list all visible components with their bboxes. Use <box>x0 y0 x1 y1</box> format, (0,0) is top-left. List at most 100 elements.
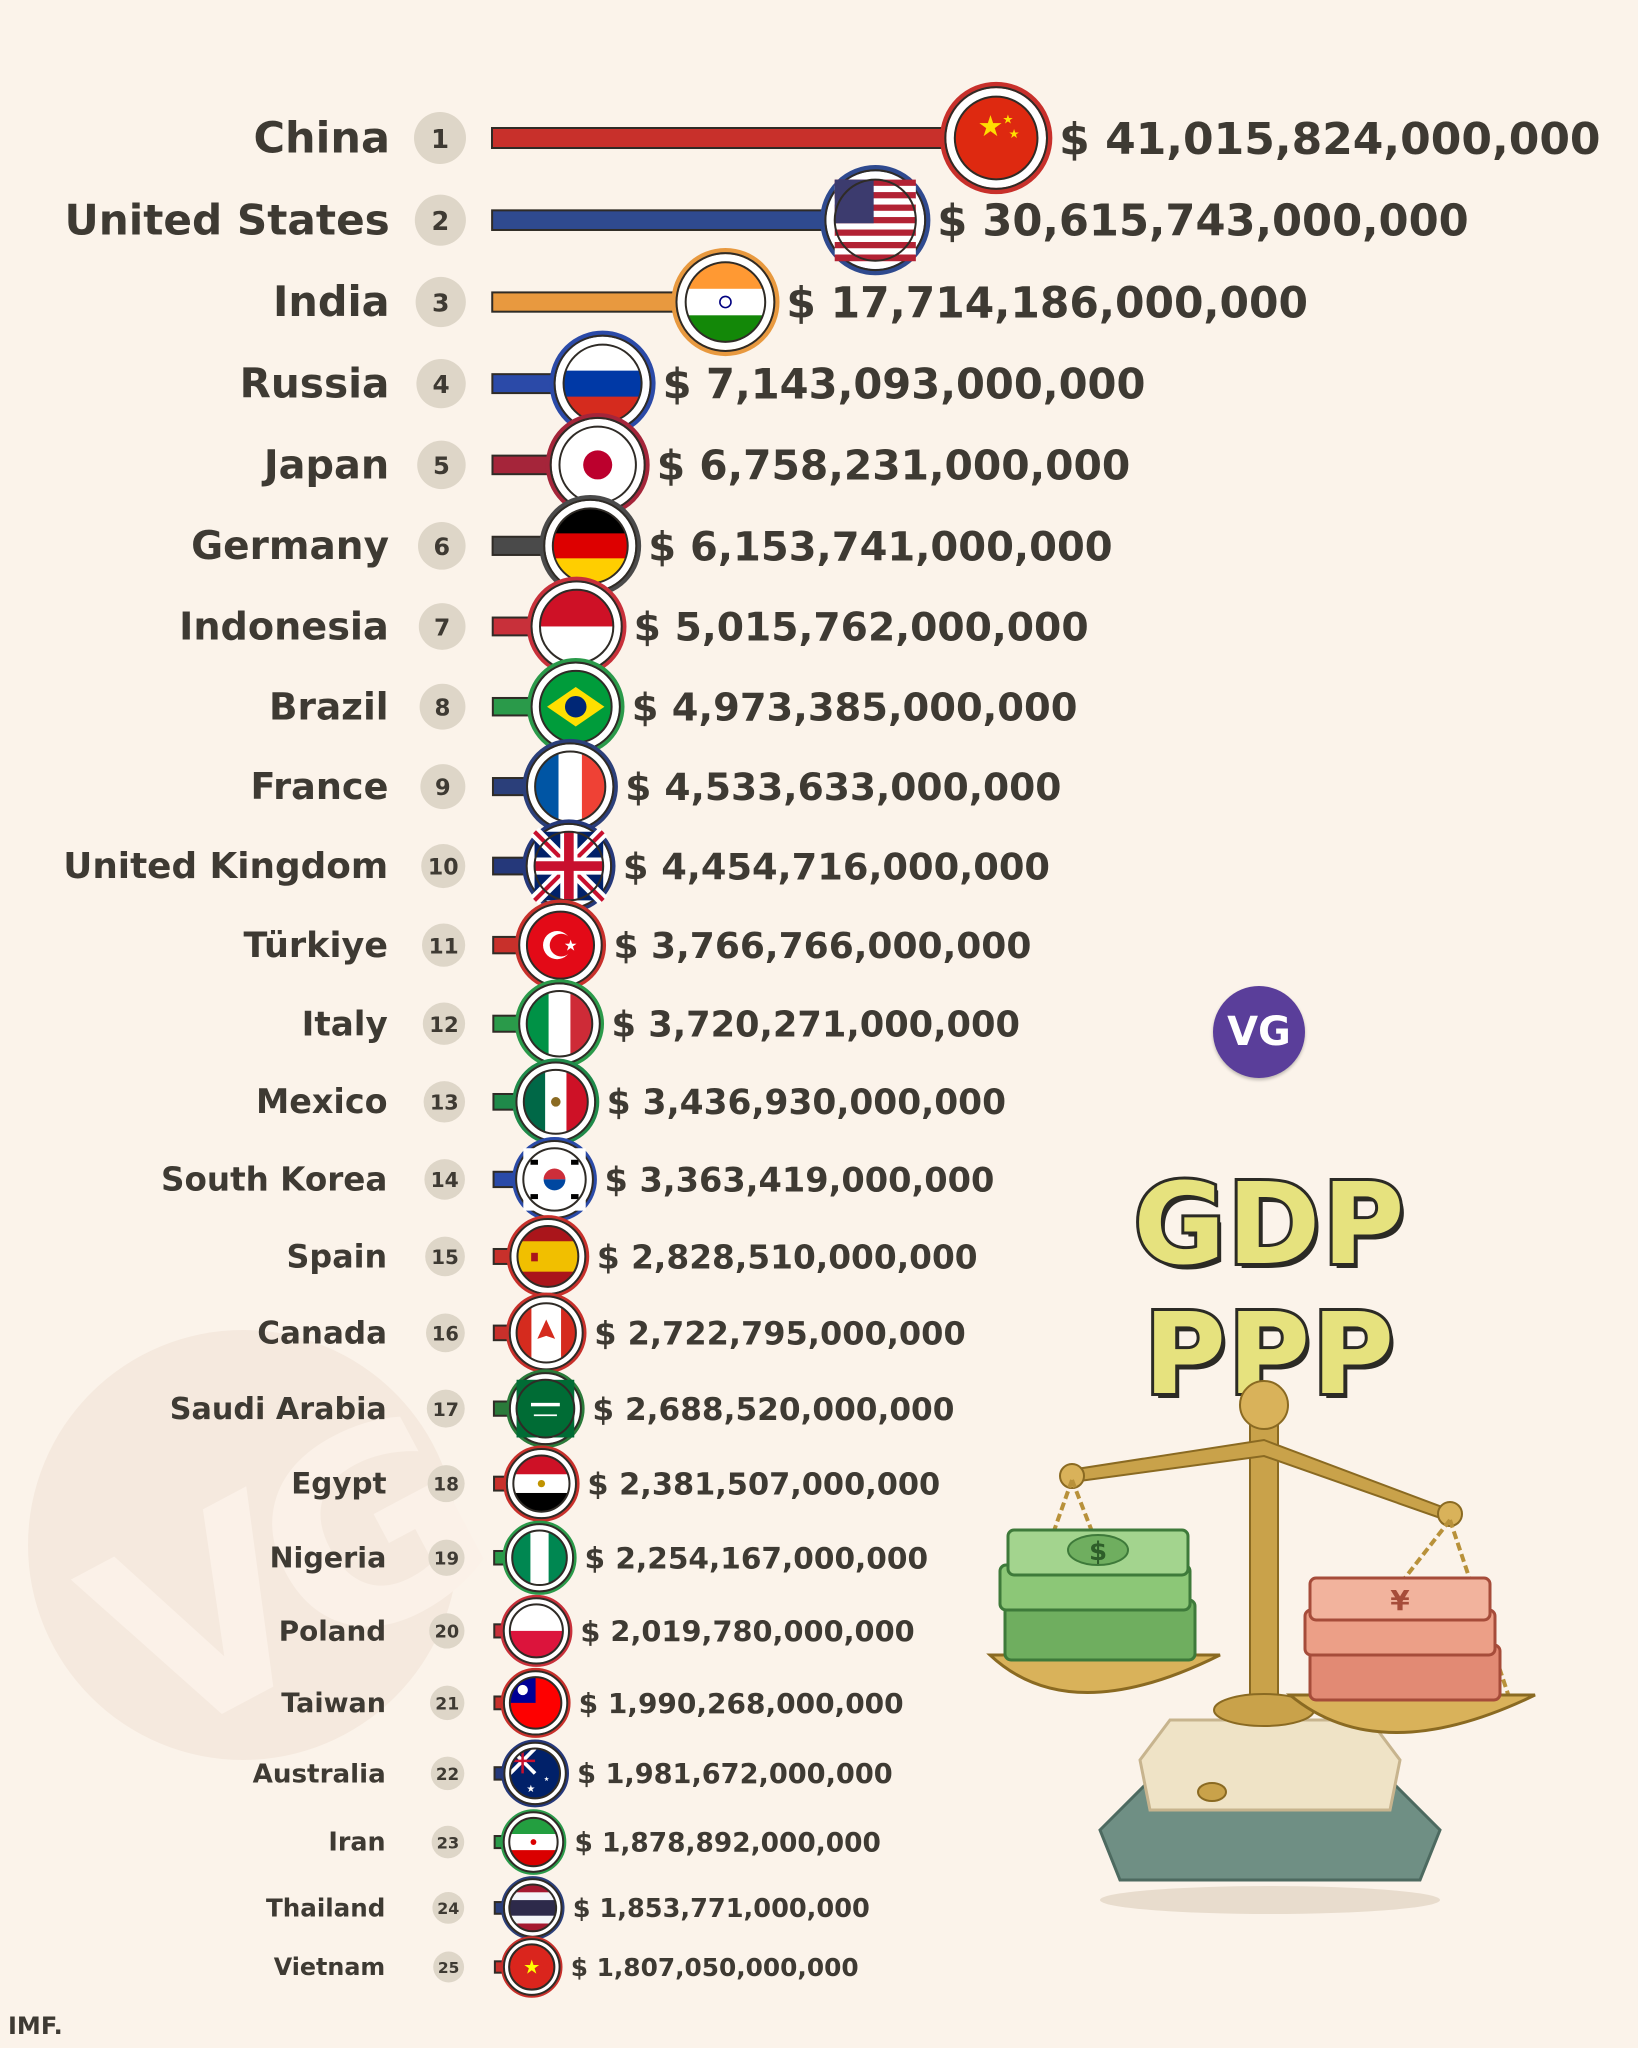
value-label: $ 5,015,762,000,000 <box>634 606 1089 651</box>
rank-badge <box>416 358 466 409</box>
united-kingdom-flag-icon <box>522 819 616 913</box>
rank-number: 4 <box>432 370 449 399</box>
rank-number: 9 <box>435 775 451 801</box>
country-label: Türkiye <box>243 926 388 966</box>
row-indonesia: Indonesia 7 $ 5,015,762,000,000 <box>179 576 1089 677</box>
row-russia: Russia 4 $ 7,143,093,000,000 <box>240 330 1145 437</box>
balance-scale-illustration: $ ¥ <box>986 1380 1536 1914</box>
rank-badge <box>431 1825 465 1859</box>
rank-badge <box>432 1892 465 1924</box>
rank-number: 12 <box>429 1012 458 1037</box>
row-brazil: Brazil 8 $ 4,973,385,000,000 <box>269 657 1078 756</box>
value-label: $ 1,807,050,000,000 <box>571 1953 859 1982</box>
canada-flag-icon <box>505 1292 587 1374</box>
south-korea-flag-icon <box>512 1137 597 1222</box>
mexico-flag-icon <box>512 1058 600 1146</box>
rank-badge <box>426 1389 465 1428</box>
rank-number: 19 <box>434 1549 459 1570</box>
svg-text:★: ★ <box>564 936 578 954</box>
china-flag-icon: ★★★ <box>939 81 1053 195</box>
rank-badge <box>427 1465 465 1503</box>
rank-number: 10 <box>428 855 459 880</box>
rank-badge <box>430 1685 465 1721</box>
row-france: France 9 $ 4,533,633,000,000 <box>250 738 1061 835</box>
country-label: China <box>253 114 390 164</box>
rank-number: 1 <box>431 125 449 155</box>
value-label: $ 4,973,385,000,000 <box>632 686 1078 731</box>
country-label: Thailand <box>266 1893 385 1922</box>
vietnam-flag-icon: ★ <box>501 1936 563 1998</box>
row-nigeria: Nigeria 19 $ 2,254,167,000,000 <box>270 1520 928 1595</box>
rank-badge <box>422 1002 466 1045</box>
left-scale-pan <box>986 1653 1221 1694</box>
value-label: $ 4,533,633,000,000 <box>625 765 1061 809</box>
country-label: Saudi Arabia <box>170 1392 387 1427</box>
thailand-flag-icon <box>500 1876 565 1940</box>
svg-text:★: ★ <box>1002 112 1013 127</box>
source-note: IMF. <box>8 2012 63 2040</box>
value-label: $ 1,853,771,000,000 <box>573 1894 870 1924</box>
rank-number: 18 <box>433 1475 459 1496</box>
row-japan: Japan 5 $ 6,758,231,000,000 <box>261 412 1130 517</box>
value-label: $ 1,878,892,000,000 <box>574 1828 880 1859</box>
spain-flag-icon <box>506 1215 590 1298</box>
rank-badge <box>429 1613 465 1649</box>
value-label: $ 3,766,766,000,000 <box>613 926 1031 967</box>
nigeria-flag-icon <box>502 1520 577 1595</box>
rank-number: 13 <box>430 1091 459 1115</box>
country-label: Russia <box>240 359 390 407</box>
rank-number: 5 <box>433 451 450 480</box>
turkiye-flag-icon: ★ <box>514 899 607 991</box>
country-label: Germany <box>191 524 389 569</box>
country-label: Poland <box>279 1614 386 1647</box>
rank-number: 16 <box>432 1322 459 1345</box>
india-flag-icon <box>671 247 780 357</box>
svg-text:$: $ <box>1089 1537 1107 1567</box>
country-label: Mexico <box>256 1082 388 1121</box>
scale-finial <box>1239 1380 1289 1430</box>
taiwan-flag-icon <box>500 1667 571 1738</box>
country-label: Brazil <box>269 684 389 728</box>
yuan-banknote-stack-icon: ¥ <box>1303 1576 1502 1702</box>
country-label: United Kingdom <box>63 846 388 887</box>
rank-number: 24 <box>437 1899 459 1918</box>
country-label: Japan <box>261 442 389 488</box>
row-united-states: United States 2 $ 30,615,743,000,000 <box>64 165 1469 276</box>
country-label: Australia <box>253 1759 386 1789</box>
country-label: Iran <box>328 1827 385 1857</box>
value-label: $ 6,153,741,000,000 <box>648 524 1112 570</box>
value-label: $ 4,454,716,000,000 <box>623 845 1050 888</box>
italy-flag-icon <box>514 979 605 1069</box>
value-label: $ 3,720,271,000,000 <box>612 1004 1021 1045</box>
rank-badge <box>415 276 466 328</box>
rank-badge <box>433 1951 465 1983</box>
rank-number: 11 <box>429 934 459 959</box>
country-label: South Korea <box>161 1161 387 1199</box>
value-label: $ 3,436,930,000,000 <box>607 1083 1006 1123</box>
rank-badge <box>422 923 466 967</box>
value-label: $ 41,015,824,000,000 <box>1059 114 1600 165</box>
row-australia: Australia 22★★ $ 1,981,672,000,000 <box>253 1739 893 1808</box>
france-flag-icon <box>522 738 618 835</box>
united-states-flag-icon <box>820 165 931 276</box>
bar-china <box>491 127 968 149</box>
brazil-flag-icon <box>526 657 625 756</box>
value-label: $ 2,722,795,000,000 <box>594 1314 965 1352</box>
dollar-banknote-stack-icon: $ <box>998 1528 1197 1662</box>
country-label: France <box>250 765 388 808</box>
rank-badge <box>424 1159 465 1200</box>
value-label: $ 2,828,510,000,000 <box>597 1238 978 1276</box>
iran-flag-icon <box>500 1809 567 1875</box>
country-label: Canada <box>257 1315 387 1351</box>
value-label: $ 30,615,743,000,000 <box>937 197 1468 247</box>
svg-text:★: ★ <box>523 1955 540 1978</box>
scale-base-shadow <box>1100 1886 1440 1914</box>
rank-badge <box>418 522 466 570</box>
watermark-circle <box>28 1330 458 1760</box>
svg-text:★: ★ <box>978 109 1004 143</box>
value-label: $ 2,019,780,000,000 <box>580 1614 914 1648</box>
bar-united-states <box>491 209 848 231</box>
bar-india <box>491 291 699 313</box>
japan-flag-icon <box>545 412 650 517</box>
